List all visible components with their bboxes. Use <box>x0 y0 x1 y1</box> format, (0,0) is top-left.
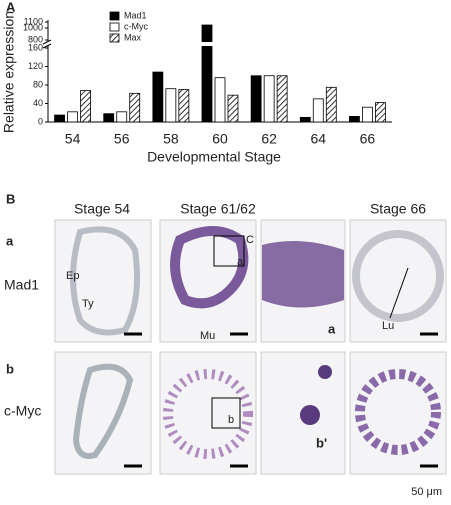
legend-swatch <box>109 22 120 32</box>
micrograph <box>54 351 152 475</box>
bar <box>201 24 213 123</box>
x-tick-label: 54 <box>65 131 81 147</box>
column-title: Stage 61/62 <box>180 201 256 217</box>
legend-label: c-Myc <box>124 21 148 31</box>
column-title: Stage 54 <box>74 201 130 217</box>
y-tick-label: 800 <box>28 34 43 44</box>
bar <box>276 75 288 123</box>
scale-bars <box>124 332 438 468</box>
y-axis-title: Relative expression <box>1 11 17 133</box>
tissue <box>72 363 134 459</box>
bar <box>178 89 190 123</box>
bar <box>54 114 65 123</box>
tissue <box>70 226 141 336</box>
tissue <box>262 241 344 308</box>
panel-label: A <box>6 0 16 14</box>
bar <box>165 88 177 123</box>
bar <box>250 75 262 123</box>
y-tick-label: 0 <box>38 116 43 126</box>
y-tick-label: 1000 <box>23 22 43 32</box>
annotation: Mu <box>200 330 215 342</box>
x-tick-label: 66 <box>360 131 376 147</box>
scale-label: 50 μm <box>411 486 442 498</box>
micrograph <box>159 351 257 475</box>
axis-break <box>42 43 52 49</box>
bar <box>375 102 386 123</box>
bar <box>152 71 164 123</box>
x-tick-label: 60 <box>212 131 228 147</box>
annotation: C <box>246 234 254 246</box>
bar <box>349 116 360 123</box>
y-tick-label: 120 <box>28 61 43 71</box>
x-tick-label: 62 <box>261 131 277 147</box>
tissue <box>318 365 332 379</box>
annotation: b <box>228 414 234 426</box>
bar <box>263 75 275 123</box>
legend-label: Max <box>124 32 142 42</box>
panel-label: B <box>6 191 15 206</box>
row-letter: b <box>6 361 14 376</box>
panel-b: B Stage 54 Stage 61/62 Stage 66 a Mad1 b… <box>4 191 447 498</box>
annotation: Lu <box>382 320 394 332</box>
bar <box>129 92 141 123</box>
micrograph <box>349 351 447 475</box>
row-letter: a <box>6 233 14 248</box>
x-tick-label: 58 <box>163 131 179 147</box>
legend-swatch <box>109 33 120 43</box>
inset-box <box>211 397 241 429</box>
y-tick-label: 40 <box>33 98 43 108</box>
bar <box>103 113 115 123</box>
bar <box>312 98 324 123</box>
column-title: Stage 66 <box>370 201 426 217</box>
bar <box>80 90 91 123</box>
tissue <box>163 369 253 459</box>
tissue <box>300 405 320 425</box>
annotation: a <box>328 321 336 336</box>
pointer <box>389 267 409 319</box>
tissue <box>355 369 441 455</box>
y-tick-label: 160 <box>28 42 43 52</box>
bar <box>214 77 226 123</box>
x-tick-label: 56 <box>114 131 130 147</box>
y-tick-label: 80 <box>33 79 43 89</box>
legend-swatch <box>109 11 120 21</box>
bar <box>227 94 239 123</box>
bar <box>325 86 337 123</box>
bar <box>362 106 373 123</box>
bar <box>67 111 78 123</box>
annotation: Ty <box>82 298 94 310</box>
row-gene: c-Myc <box>4 403 41 419</box>
tissue <box>352 230 444 322</box>
axis-break <box>44 42 388 46</box>
x-axis-title: Developmental Stage <box>147 149 281 165</box>
annotation: b' <box>316 435 327 450</box>
row-gene: Mad1 <box>4 277 39 293</box>
bar <box>116 111 128 123</box>
inset-box <box>213 235 245 267</box>
tissue <box>170 226 249 309</box>
legend-label: Mad1 <box>124 10 147 20</box>
y-tick-label: 1100 <box>24 16 43 26</box>
axis-break <box>42 39 52 45</box>
micrograph <box>349 219 447 343</box>
annotation: Ep <box>66 270 79 282</box>
annotation: a <box>237 256 244 268</box>
x-tick-label: 64 <box>310 131 326 147</box>
bar <box>299 116 311 123</box>
